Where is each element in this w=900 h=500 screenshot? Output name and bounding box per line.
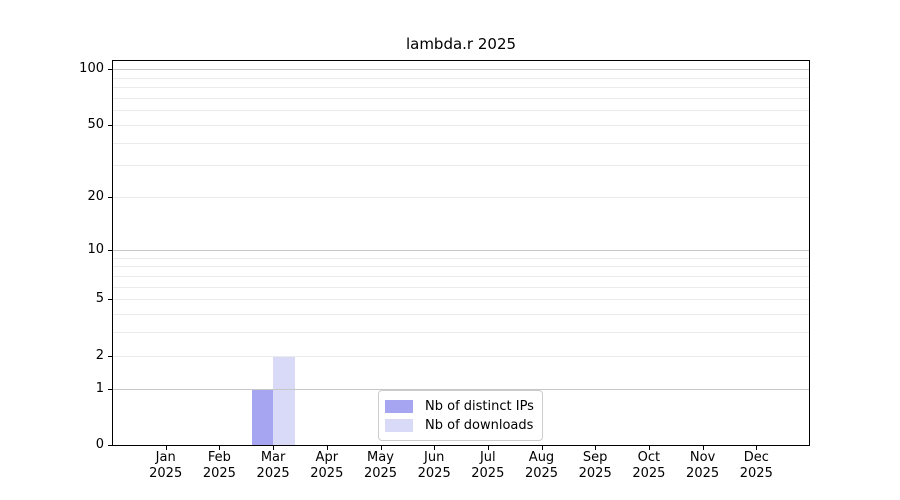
x-tick xyxy=(487,446,489,450)
x-tick-label-line: Jul xyxy=(479,450,496,465)
gridline-minor xyxy=(113,275,809,277)
gridline-minor xyxy=(113,257,809,259)
legend-swatch-downloads xyxy=(385,418,413,432)
y-tick xyxy=(108,69,112,71)
gridline-minor xyxy=(113,142,809,144)
x-tick xyxy=(541,446,543,450)
x-tick-label: May 2025 xyxy=(349,450,413,482)
x-tick-label: Feb 2025 xyxy=(187,450,251,482)
y-tick-label: 5 xyxy=(95,291,104,307)
gridline-minor xyxy=(113,332,809,334)
x-tick xyxy=(219,446,221,450)
gridline-minor xyxy=(113,299,809,301)
gridline-major xyxy=(113,388,809,390)
gridline-minor xyxy=(113,286,809,288)
x-tick-label-line: Oct xyxy=(637,450,661,465)
x-tick xyxy=(165,446,167,450)
legend-item-distinct-ips: Nb of distinct IPs xyxy=(385,397,534,415)
gridline-minor xyxy=(113,77,809,79)
x-tick-label-line: 2025 xyxy=(471,466,505,481)
legend-label-distinct-ips: Nb of distinct IPs xyxy=(425,398,534,414)
bar-nb-of-downloads-mar-2025 xyxy=(273,355,295,445)
x-tick-label-line: Sep xyxy=(582,450,608,465)
legend-item-downloads: Nb of downloads xyxy=(385,416,534,434)
x-tick-label-line: 2025 xyxy=(632,466,666,481)
gridline-minor xyxy=(113,87,809,89)
y-tick-label: 20 xyxy=(87,189,104,205)
x-tick-label-line: May xyxy=(367,450,394,465)
y-tick-label: 0 xyxy=(95,437,104,452)
gridline-major xyxy=(113,69,809,71)
x-tick-label-line: Apr xyxy=(315,450,339,465)
x-tick xyxy=(434,446,436,450)
y-tick xyxy=(108,355,112,357)
x-tick xyxy=(326,446,328,450)
gridline-minor xyxy=(113,124,809,126)
x-tick-label-line: Jun xyxy=(424,450,445,465)
x-tick-label: Sep 2025 xyxy=(563,450,627,482)
x-tick-label-line: Nov xyxy=(689,450,716,465)
y-tick-label: 100 xyxy=(79,61,104,77)
x-tick xyxy=(595,446,597,450)
x-tick-label-line: Aug xyxy=(528,450,555,465)
x-tick xyxy=(756,446,758,450)
y-tick-label: 50 xyxy=(87,116,104,132)
x-tick-label: Jan 2025 xyxy=(134,450,198,482)
x-tick-label-line: 2025 xyxy=(739,466,773,481)
plot-area xyxy=(112,60,810,446)
gridline-minor xyxy=(113,97,809,99)
y-tick-label: 1 xyxy=(95,380,104,396)
bar-nb-of-distinct-ips-mar-2025 xyxy=(251,388,274,445)
y-tick xyxy=(108,388,112,390)
gridline-minor xyxy=(113,355,809,357)
y-tick xyxy=(108,124,112,126)
gridline-minor xyxy=(113,110,809,112)
chart-title: lambda.r 2025 xyxy=(405,35,517,53)
x-tick xyxy=(648,446,650,450)
legend: Nb of distinct IPs Nb of downloads xyxy=(378,390,543,441)
x-tick-label: Mar 2025 xyxy=(241,450,305,482)
y-tick xyxy=(108,299,112,301)
y-tick-label: 10 xyxy=(87,241,104,257)
x-tick xyxy=(380,446,382,450)
gridline-minor xyxy=(113,165,809,167)
gridline-minor xyxy=(113,266,809,268)
gridline-minor xyxy=(113,197,809,199)
x-tick-label: Jun 2025 xyxy=(402,450,466,482)
x-tick-label: Oct 2025 xyxy=(617,450,681,482)
x-tick-label-line: Jan xyxy=(155,450,176,465)
x-tick-label-line: 2025 xyxy=(256,466,290,481)
x-tick-label: Aug 2025 xyxy=(510,450,574,482)
y-tick xyxy=(108,197,112,199)
gridline-minor xyxy=(113,313,809,315)
y-tick xyxy=(108,445,112,446)
gridline-major xyxy=(113,249,809,251)
x-tick-label: Apr 2025 xyxy=(295,450,359,482)
x-tick-label-line: 2025 xyxy=(310,466,344,481)
legend-swatch-distinct-ips xyxy=(385,399,413,413)
x-tick-label-line: 2025 xyxy=(524,466,559,481)
x-tick-label-line: 2025 xyxy=(417,466,451,481)
x-tick-label-line: Dec xyxy=(743,450,769,465)
x-tick xyxy=(702,446,704,450)
y-tick-label: 2 xyxy=(95,347,104,363)
y-tick xyxy=(108,249,112,251)
x-tick xyxy=(273,446,275,450)
x-tick-label-line: 2025 xyxy=(149,466,183,481)
x-tick-label-line: Mar xyxy=(260,450,286,465)
x-tick-label-line: Feb xyxy=(207,450,231,465)
legend-label-downloads: Nb of downloads xyxy=(425,417,534,433)
x-tick-label-line: 2025 xyxy=(363,466,398,481)
x-tick-label-line: 2025 xyxy=(202,466,236,481)
x-tick-label: Nov 2025 xyxy=(671,450,735,482)
x-tick-label: Jul 2025 xyxy=(456,450,520,482)
x-tick-label-line: 2025 xyxy=(686,466,720,481)
x-tick-label-line: 2025 xyxy=(578,466,612,481)
x-tick-label: Dec 2025 xyxy=(724,450,788,482)
